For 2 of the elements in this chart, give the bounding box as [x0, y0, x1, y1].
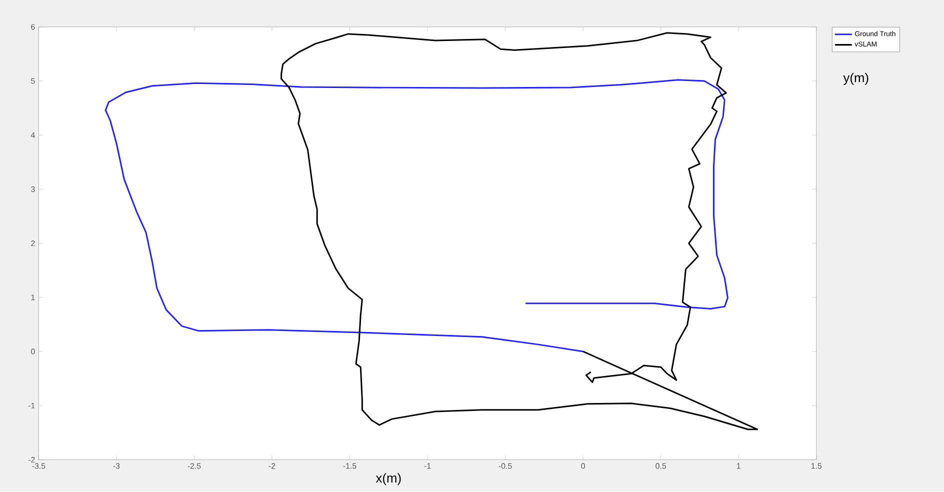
x-axis-title: x(m)	[376, 473, 401, 486]
y-axis-title: y(m)	[843, 73, 868, 86]
